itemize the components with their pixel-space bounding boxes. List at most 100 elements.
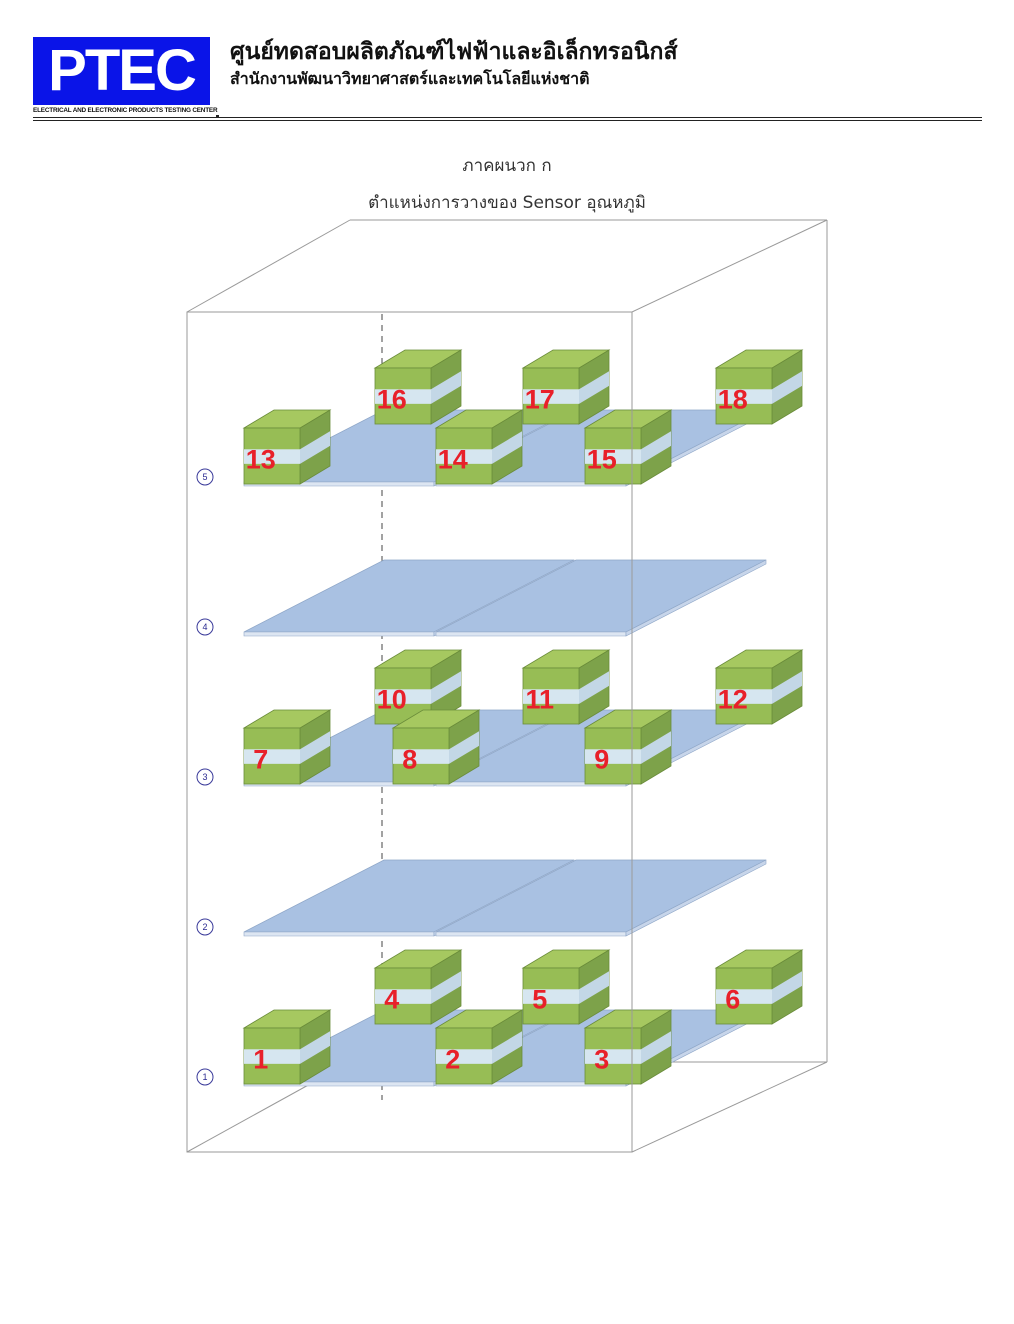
sensor-band [244,1049,300,1064]
sensor-band [716,989,772,1004]
level-marker-circle [196,918,214,936]
sensor-band [585,1049,641,1064]
sensor-band-side [492,1031,522,1064]
sensor-number: 6 [725,984,740,1014]
sensor-band-side [449,731,479,764]
logo-subtext: ELECTRICAL AND ELECTRONIC PRODUCTS TESTI… [33,107,218,114]
shelf-panel-right-side [625,559,767,637]
level-labels-group: 1 2 3 4 5 [196,468,214,1086]
sensor-band-side [300,731,330,764]
sensor-band [436,1049,492,1064]
sensor-number: 12 [718,684,748,714]
sensor-number: 14 [438,444,468,474]
sensor-number: 8 [402,744,417,774]
shelf-panel-left-edge [243,631,435,637]
figure-caption: ตำแหน่งการวางของ Sensor อุณหภูมิ [368,193,646,213]
sensor-band-side [772,671,802,704]
level-label-1: 1 [202,1072,207,1082]
cabinet-front-face [186,311,633,1153]
sensor-band [393,749,449,764]
sensor-band [585,449,641,464]
sensor-band-side [492,431,522,464]
level-label-5: 5 [202,472,207,482]
shelf-level-2 [243,859,767,937]
sensor-number: 15 [587,444,617,474]
sensor-band [523,989,579,1004]
sensor-16: 16 [373,349,463,425]
sensor-band [716,389,772,404]
shelf-panel-right-edge [435,931,627,937]
sensor-2: 2 [434,1009,524,1085]
sensor-number: 1 [253,1044,268,1074]
cabinet-front-frame [186,219,828,1153]
sensor-14: 14 [434,409,524,485]
sensor-number: 18 [718,384,748,414]
header-rule [33,117,982,118]
sensor-band-side [579,671,609,704]
sensor-18: 18 [714,349,804,425]
sensor-band [244,749,300,764]
level-label-4: 4 [202,622,207,632]
sensor-band-side [772,971,802,1004]
sensor-number: 13 [246,444,276,474]
sensor-9: 9 [583,709,673,785]
sensor-5: 5 [521,949,611,1025]
shelf-level-4 [243,559,767,637]
shelf-panel-right-side [625,859,767,937]
sensor-number: 4 [384,984,399,1014]
shelf-panel-right-edge [435,631,627,637]
sensor-17: 17 [521,349,611,425]
sensor-band-side [641,431,671,464]
sensor-4: 4 [373,949,463,1025]
appendix-heading: ภาคผนวก ก [462,156,552,176]
sensor-number: 2 [445,1044,460,1074]
cabinet-edge [631,219,828,313]
sensor-number: 17 [525,384,555,414]
sensor-band-side [431,671,461,704]
sensor-1: 1 [242,1009,332,1085]
sensor-band-side [431,371,461,404]
sensor-11: 11 [521,649,611,725]
header-rule-secondary [33,120,982,121]
level-marker-circle [196,618,214,636]
sensor-band-side [641,1031,671,1064]
sensor-band-side [300,1031,330,1064]
level-marker-circle [196,468,214,486]
sensor-number: 7 [253,744,268,774]
sensor-13: 13 [242,409,332,485]
shelf-panel-left-edge [243,931,435,937]
sensor-band [523,389,579,404]
sensor-number: 11 [526,684,555,714]
level-marker-circle [196,768,214,786]
logo-box [33,37,210,105]
level-marker-circle [196,1068,214,1086]
sensor-band [244,449,300,464]
level-label-3: 3 [202,772,207,782]
sensor-band [716,689,772,704]
cabinet-edge [631,1061,828,1153]
sensor-band [375,689,431,704]
sensor-6: 6 [714,949,804,1025]
cabinet-edge [186,219,351,313]
sensor-3: 3 [583,1009,673,1085]
level-label-2: 2 [202,922,207,932]
sensor-number: 5 [532,984,547,1014]
header-rule-mark [216,115,219,118]
organization-title: ศูนย์ทดสอบผลิตภัณฑ์ไฟฟ้าและอิเล็กทรอนิกส… [230,39,678,65]
sensor-band [375,989,431,1004]
sensor-band [375,389,431,404]
sensor-band [523,689,579,704]
sensor-7: 7 [242,709,332,785]
sensor-band [436,449,492,464]
sensor-number: 9 [594,744,609,774]
sensor-band-side [641,731,671,764]
sensor-band-side [579,371,609,404]
organization-subtitle: สำนักงานพัฒนาวิทยาศาสตร์และเทคโนโลยีแห่ง… [230,69,590,88]
sensor-number: 3 [594,1044,609,1074]
sensor-band [585,749,641,764]
sensor-band-side [772,371,802,404]
sensor-number: 10 [377,684,407,714]
sensor-band-side [300,431,330,464]
